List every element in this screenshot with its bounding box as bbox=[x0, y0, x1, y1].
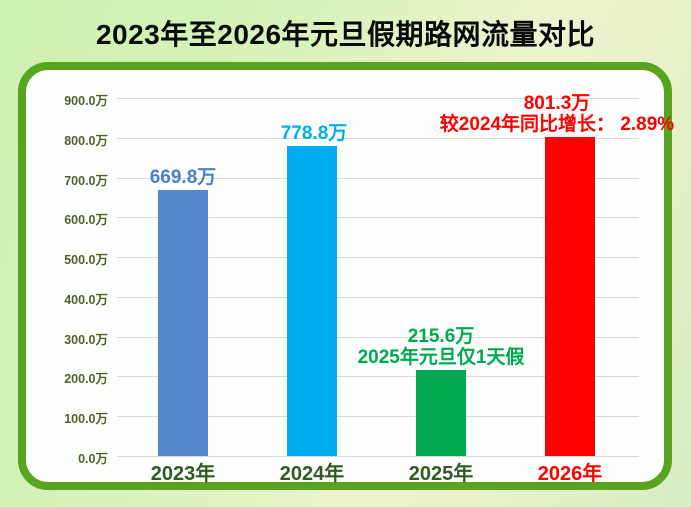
gridline bbox=[117, 257, 639, 259]
bar-label-block: 801.3万 较2024年同比增长： 2.89% bbox=[407, 93, 691, 135]
bar-chart-plot: 0.0万 100.0万 200.0万 300.0万 400.0万 500.0万 600.0万… bbox=[26, 70, 674, 485]
y-axis-tick-label: 400.0万 bbox=[64, 292, 108, 307]
gridline bbox=[117, 217, 639, 219]
bar-value-label: 215.6万 bbox=[407, 326, 475, 348]
bar-2023年 bbox=[158, 189, 208, 456]
bar-value-label: 669.8万 bbox=[149, 166, 217, 188]
gridline bbox=[117, 177, 639, 179]
y-axis-tick-label: 700.0万 bbox=[64, 173, 108, 188]
gridline bbox=[117, 376, 639, 378]
gridline bbox=[117, 296, 639, 298]
y-axis-tick-label: 500.0万 bbox=[64, 253, 108, 268]
bar-value-label: 778.8万 bbox=[280, 123, 348, 145]
bar-label-block: 669.8万 bbox=[33, 167, 333, 188]
bar-2026年 bbox=[545, 137, 595, 456]
chart-card: 0.0万 100.0万 200.0万 300.0万 400.0万 500.0万 600.0万… bbox=[18, 62, 674, 490]
x-axis-label-2024年: 2024年 bbox=[279, 463, 345, 485]
bar-annotation: 较2024年同比增长： 2.89% bbox=[439, 114, 675, 136]
bar-value-label: 801.3万 bbox=[523, 93, 591, 115]
bar-label-block: 778.8万 bbox=[164, 123, 464, 144]
gridline bbox=[117, 336, 639, 338]
gridline bbox=[117, 98, 639, 99]
y-axis-tick-label: 200.0万 bbox=[64, 372, 108, 387]
bar-label-block: 215.6万 2025年元旦仅1天假 bbox=[291, 326, 591, 368]
chart-title: 2023年至2026年元旦假期路网流量对比 bbox=[95, 19, 596, 50]
gridline bbox=[117, 416, 639, 418]
y-axis-tick-label: 800.0万 bbox=[64, 133, 108, 148]
gridline bbox=[117, 137, 639, 139]
y-axis-tick-label: 0.0万 bbox=[78, 452, 108, 466]
gridline bbox=[117, 456, 639, 457]
y-axis-tick-label: 600.0万 bbox=[64, 213, 108, 228]
y-axis-tick-label: 100.0万 bbox=[64, 412, 108, 427]
x-axis-label-2023年: 2023年 bbox=[150, 463, 216, 485]
bar-annotation: 2025年元旦仅1天假 bbox=[357, 347, 525, 369]
x-axis-label-2026年: 2026年 bbox=[537, 463, 603, 485]
x-axis-label-2025年: 2025年 bbox=[408, 463, 474, 485]
y-axis-tick-label: 900.0万 bbox=[64, 94, 108, 108]
y-axis-tick-label: 300.0万 bbox=[64, 332, 108, 347]
bar-2024年 bbox=[287, 146, 337, 456]
bar-2025年 bbox=[416, 370, 466, 456]
